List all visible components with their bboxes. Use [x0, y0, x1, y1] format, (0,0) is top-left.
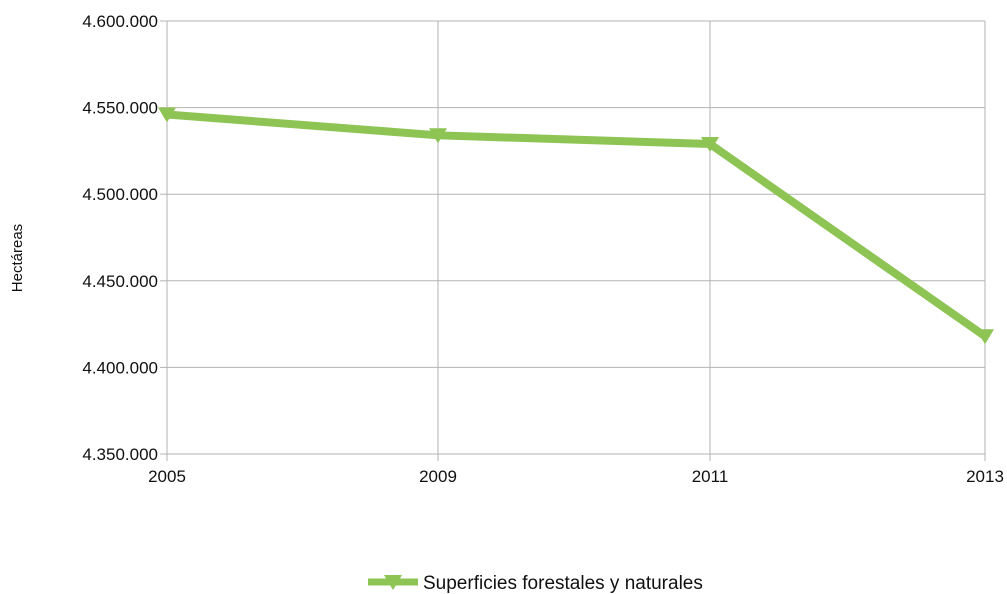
- y-axis-title: Hectáreas: [9, 224, 26, 292]
- y-tick-label: 4.350.000: [82, 445, 158, 464]
- axis-layer: [160, 20, 986, 461]
- grid-layer: [166, 20, 986, 455]
- data-point-2011: [701, 136, 719, 152]
- legend-label-superficies: Superficies forestales y naturales: [423, 573, 703, 594]
- data-point-2005: [158, 107, 176, 123]
- y-tick-label: 4.550.000: [82, 99, 158, 118]
- series-line: [163, 110, 989, 341]
- y-tick-label: 4.450.000: [82, 272, 158, 291]
- y-tick-label: 4.600.000: [82, 12, 158, 31]
- data-point-2013: [976, 329, 994, 345]
- label-layer: 4.350.000 4.400.000 4.450.000 4.500.000 4.55…: [82, 12, 1004, 486]
- data-point-2009: [429, 128, 447, 144]
- y-tick-label: 4.500.000: [82, 185, 158, 204]
- legend-marker-superficies: [384, 575, 402, 590]
- x-tick-label: 2009: [419, 467, 457, 486]
- series-layer: [158, 107, 994, 345]
- x-tick-label: 2011: [692, 467, 729, 486]
- y-tick-label: 4.400.000: [82, 358, 158, 377]
- legend: Superficies forestales y naturales: [368, 573, 703, 594]
- x-tick-label: 2005: [148, 467, 186, 486]
- x-tick-label: 2013: [966, 467, 1004, 486]
